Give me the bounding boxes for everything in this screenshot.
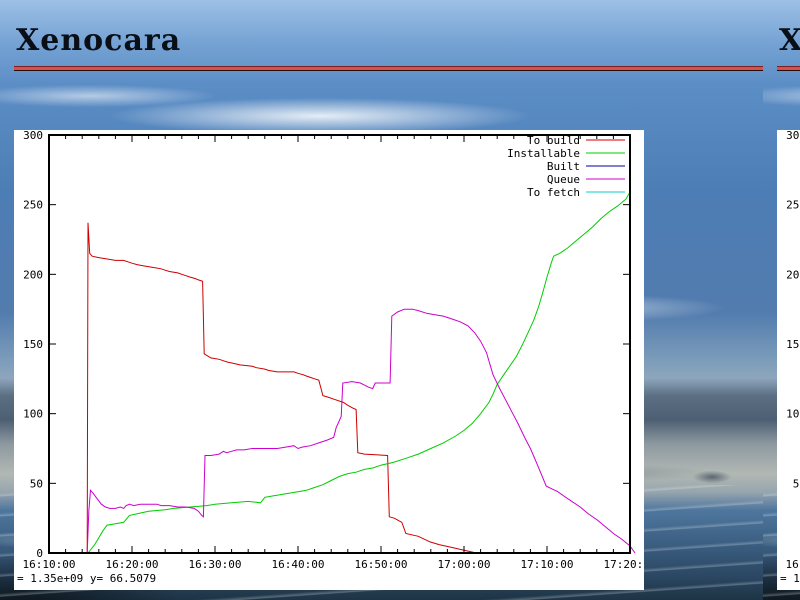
x-tick-label: 17:00:00 xyxy=(438,558,491,571)
title-rule xyxy=(14,66,763,71)
y-tick-label: 100 xyxy=(23,408,43,421)
legend-label: To build xyxy=(527,134,580,147)
legend-label: Built xyxy=(547,160,580,173)
y-tick-label: 300 xyxy=(786,130,800,142)
y-tick-label: 200 xyxy=(23,268,43,281)
y-tick-label: 250 xyxy=(23,199,43,212)
x-tick-label: 16:40:00 xyxy=(272,558,325,571)
x-tick-label: 16:10:00 xyxy=(786,558,800,571)
mouse-coordinates-readout: = 1.35e+09 y= 66.5079 xyxy=(17,572,156,585)
y-tick-label: 50 xyxy=(793,477,800,490)
legend-label: Installable xyxy=(507,147,580,160)
series-line-queue xyxy=(86,308,636,554)
page-title: Xenocara xyxy=(779,23,800,58)
section-column: Xenocara To build Installable Built Queue To… xyxy=(0,0,763,600)
page-title: Xenocara xyxy=(16,23,182,58)
y-tick-label: 250 xyxy=(786,199,800,212)
x-tick-label: 16:20:00 xyxy=(106,558,159,571)
section-column-2: Xenocara To buildInstallableBuiltQueueTo… xyxy=(763,0,800,600)
series-line-to-build xyxy=(86,222,493,554)
y-tick-label: 300 xyxy=(23,130,43,142)
series-line-installable xyxy=(87,191,631,554)
y-tick-label: 150 xyxy=(786,338,800,351)
legend-label: To fetch xyxy=(527,186,580,199)
y-tick-label: 100 xyxy=(786,408,800,421)
title-rule xyxy=(777,66,800,71)
y-tick-label: 0 xyxy=(36,547,43,560)
x-tick-label: 16:10:00 xyxy=(23,558,76,571)
x-tick-label: 17:10:00 xyxy=(521,558,574,571)
y-tick-label: 150 xyxy=(23,338,43,351)
x-tick-label: 17:20:00 xyxy=(604,558,644,571)
y-tick-label: 200 xyxy=(786,268,800,281)
x-tick-label: 16:30:00 xyxy=(189,558,242,571)
x-tick-label: 16:50:00 xyxy=(355,558,408,571)
y-tick-label: 50 xyxy=(30,477,43,490)
legend-label: Queue xyxy=(547,173,580,186)
mouse-coordinates-readout: = 1.35e+09 y= 66.5079 xyxy=(780,572,800,585)
